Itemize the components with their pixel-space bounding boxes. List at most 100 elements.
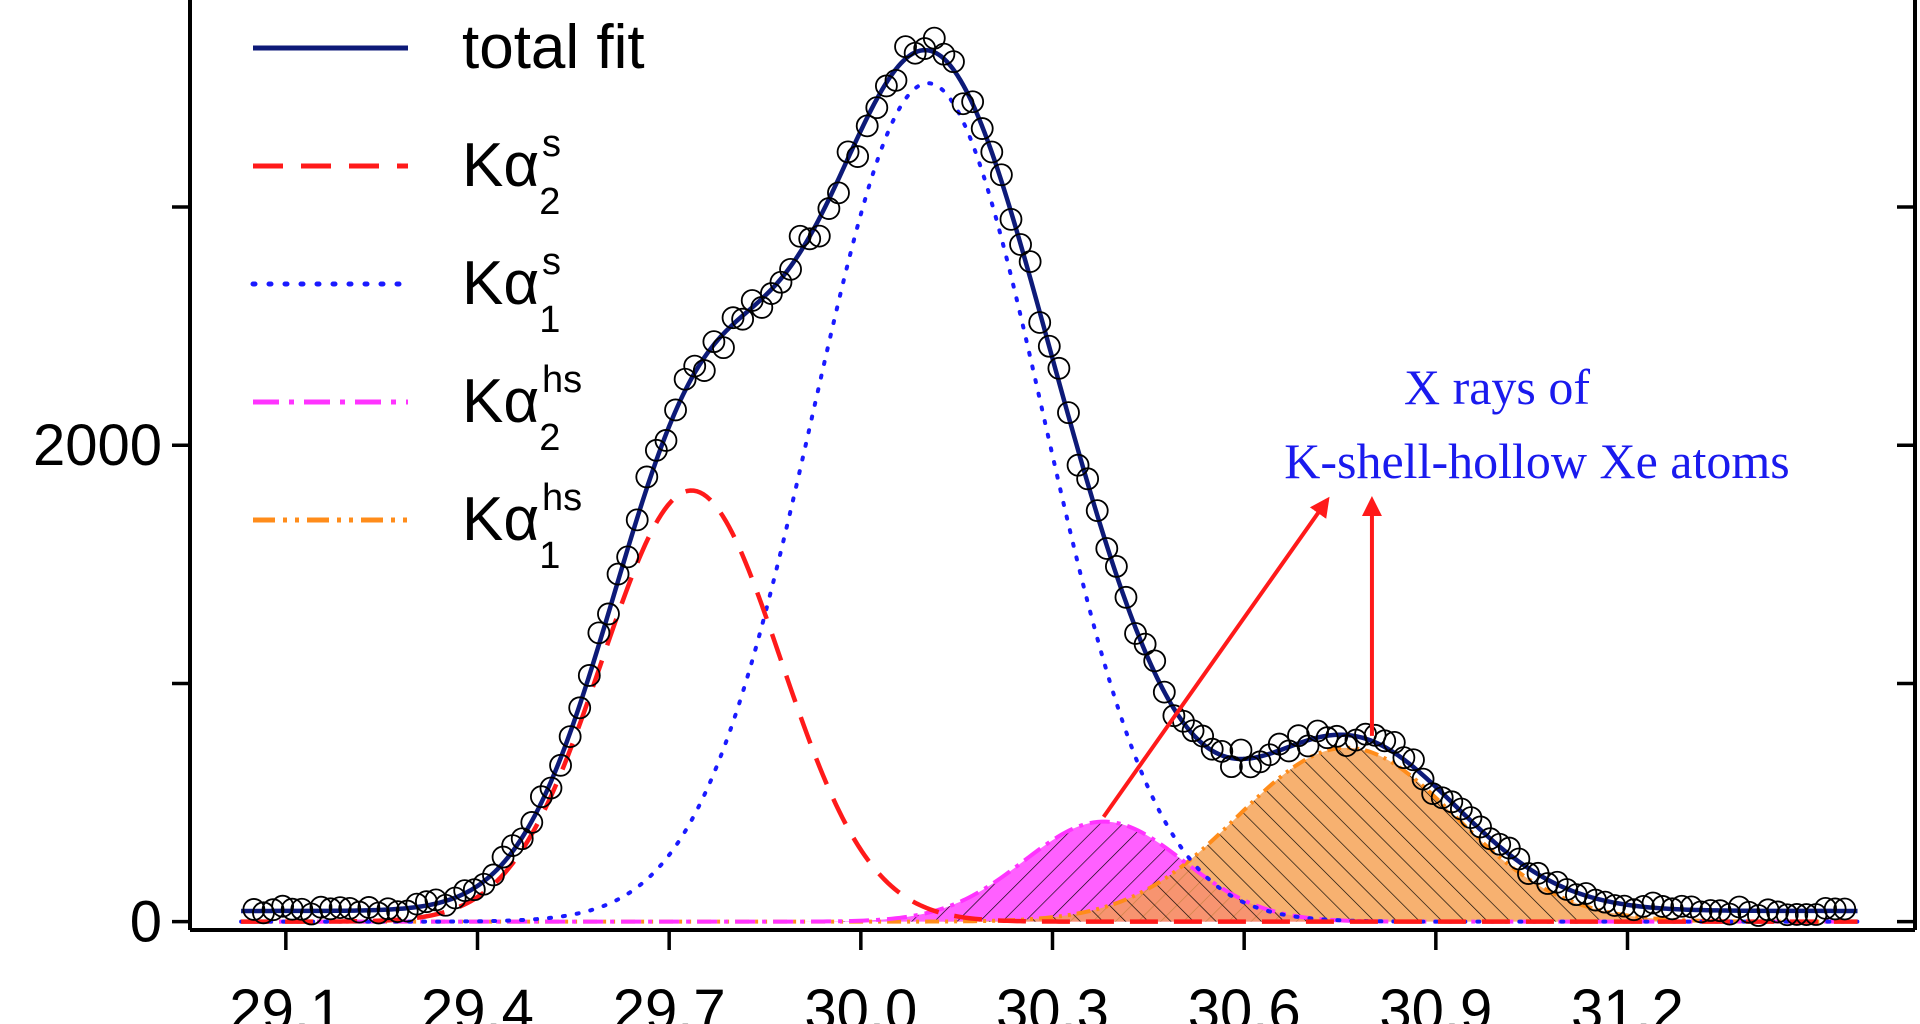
data-point [692,359,716,382]
data-point [654,429,678,452]
data-point [1229,738,1253,762]
x-tick-label: 30.3 [996,978,1109,1024]
data-point [597,602,620,626]
data-points [242,26,1857,927]
data-point [1708,899,1732,923]
data-point [261,898,285,922]
data-point [1833,897,1857,921]
data-point [1373,729,1397,753]
axes: 29.1 29.4 29.7 30.0 30.3 30.6 30.9 31.2 0 2000 [33,0,1917,1024]
data-point [951,92,975,116]
legend-sub: 1 [539,299,560,341]
legend-base: Kα [462,131,539,200]
data-point [367,901,390,925]
data-point [309,895,333,919]
data-point [1047,356,1071,380]
data-point [1737,900,1761,924]
data-point [1076,467,1100,491]
data-point [625,508,649,532]
legend-sub: 2 [539,181,560,223]
data-point [1814,896,1837,920]
data-point [606,562,630,586]
data-point [731,307,755,331]
y-tick-label: 2000 [33,413,162,478]
legend-label-ka2_hs: Kα2 hs [462,359,582,459]
data-point [482,863,505,887]
data-point [395,899,419,923]
data-point [1315,726,1339,750]
data-point [884,68,908,92]
data-point [989,163,1013,187]
legend-label-ka1_s: Kα1 s [462,241,561,341]
data-point [961,90,985,114]
data-point [1200,737,1224,761]
data-point [865,96,889,120]
data-point [577,664,601,687]
data-point [616,545,640,569]
data-point [1766,900,1790,924]
data-point [520,811,544,834]
legend-label-ka1_hs: Kα1 hs [462,477,582,577]
legend-sup: hs [542,359,582,401]
legend-label-ka2_s: Kα2 s [462,123,561,223]
legend-sup: s [542,123,561,165]
legend-sub: 1 [539,535,560,577]
data-point [1660,897,1684,921]
data-point [338,896,362,920]
data-point [721,306,745,330]
data-point [970,117,994,140]
x-tick-label: 30.9 [1379,978,1492,1024]
data-point [271,894,295,918]
data-point [1651,895,1675,918]
data-point [827,181,850,205]
data-point [807,224,831,248]
x-tick-label: 31.2 [1571,978,1684,1024]
data-point [1037,334,1061,358]
data-point [1009,233,1032,256]
data-point [1612,894,1636,918]
data-point [1028,311,1052,334]
data-point [587,621,611,645]
total-fit-curve [241,47,1858,914]
ka1-hs-hatch [796,747,1884,922]
data-point [1095,537,1119,560]
data-point [242,898,266,921]
legend-sub: 2 [539,417,560,459]
data-point [414,890,438,914]
data-point [1775,903,1799,927]
legend-base: Kα [462,485,539,554]
data-point [376,897,400,921]
x-tick-label: 29.4 [421,978,534,1024]
data-point [1018,250,1042,274]
ka2-s-curve [241,488,1858,924]
data-point [539,776,563,800]
data-point [1392,746,1416,770]
data-point [549,753,572,777]
x-tick-label: 30.0 [804,978,917,1024]
x-tick-label: 30.6 [1188,978,1301,1024]
data-point [1632,894,1655,918]
legend-sup: hs [542,477,582,519]
data-point [1699,899,1722,922]
hollow-atom-fills [605,747,1884,922]
annotation: X rays of K-shell-hollow Xe atoms [1101,359,1790,819]
legend-base: Kα [462,249,539,318]
y-tick-label: 0 [130,890,162,955]
data-point [1689,900,1713,924]
data-point [568,696,592,720]
data-point [319,897,342,921]
data-point [942,50,965,74]
data-point [1785,903,1809,926]
annotation-line-1: X rays of [1404,359,1590,415]
data-point [386,900,410,923]
data-point [712,336,735,360]
data-point [1517,862,1540,885]
data-point [846,145,870,168]
data-point [558,725,582,749]
data-point [779,257,802,281]
legend-sup: s [542,241,561,283]
data-point [1823,897,1847,921]
data-point [980,140,1004,164]
data-point [1114,585,1138,609]
